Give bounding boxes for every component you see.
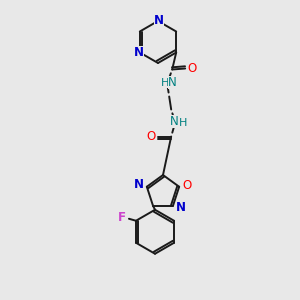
Text: N: N — [134, 46, 144, 59]
Text: O: O — [147, 130, 156, 143]
Text: F: F — [118, 211, 126, 224]
Text: N: N — [134, 178, 144, 191]
Text: N: N — [176, 201, 186, 214]
Text: H: H — [179, 118, 188, 128]
Text: O: O — [182, 179, 192, 192]
Text: O: O — [188, 62, 197, 75]
Text: N: N — [170, 115, 178, 128]
Text: N: N — [168, 76, 177, 89]
Text: N: N — [154, 14, 164, 26]
Text: H: H — [161, 77, 170, 88]
